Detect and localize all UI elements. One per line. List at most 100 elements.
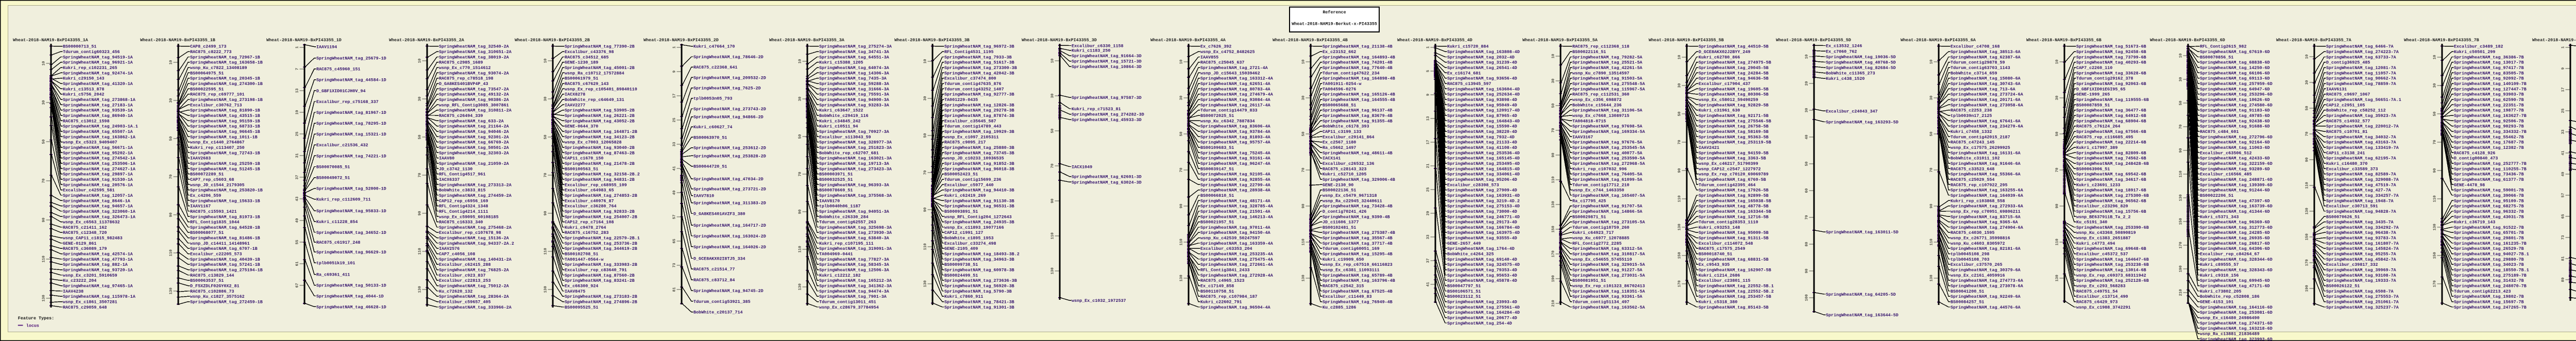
svg-text:wsnp_JD_c14411_14148961: wsnp_JD_c14411_14148961 [190, 241, 250, 246]
svg-text:SpringWheatNAM_tag_82684-5D: SpringWheatNAM_tag_82684-5D [1826, 65, 1896, 71]
svg-text:Excalibur_c17904_437: Excalibur_c17904_437 [1699, 81, 1751, 87]
svg-text:SpringWheatNAM_tag_67619-6D: SpringWheatNAM_tag_67619-6D [2200, 49, 2270, 55]
svg-text:SpringWheatNAM_tag_161235-7B: SpringWheatNAM_tag_161235-7B [2454, 241, 2527, 246]
svg-text:50: 50 [1805, 161, 1809, 166]
svg-text:SpringWheatNAM_tag_96393-3A: SpringWheatNAM_tag_96393-3A [819, 182, 890, 187]
svg-text:55: 55 [296, 240, 300, 244]
svg-text:SpringWheatNAM_tag_328344-6D: SpringWheatNAM_tag_328344-6D [2200, 257, 2273, 262]
svg-text:SpringWheatNAM_tag_334061-4D: SpringWheatNAM_tag_334061-4D [1447, 172, 1520, 177]
svg-text:30: 30 [1302, 95, 1306, 100]
svg-text:110: 110 [418, 248, 422, 255]
svg-text:RFL_Contig2772_2285: RFL_Contig2772_2285 [1572, 241, 1622, 246]
svg-text:43: 43 [296, 196, 300, 201]
svg-text:SpringWheatNAM_tag_94051-3A: SpringWheatNAM_tag_94051-3A [819, 209, 890, 214]
svg-text:SpringWheatNAM_tag_94027-7B.1: SpringWheatNAM_tag_94027-7B.1 [2454, 252, 2529, 257]
svg-text:SpringWheatNAM_tag_93898-4D: SpringWheatNAM_tag_93898-4D [1447, 97, 1517, 103]
svg-text:SpringWheatNAM_tag_83241-2B: SpringWheatNAM_tag_83241-2B [565, 278, 635, 283]
svg-text:Kukri_c52710_1205: Kukri_c52710_1205 [1323, 172, 1366, 177]
svg-text:Excalibur_rep_c68955_109: Excalibur_rep_c68955_109 [565, 182, 627, 187]
svg-text:Kukri_c36719_143: Kukri_c36719_143 [2454, 220, 2495, 225]
svg-text:SpringWheatNAM_tag_59288-3A: SpringWheatNAM_tag_59288-3A [819, 81, 890, 87]
svg-text:wsnp_Ku_c7822_13408189: wsnp_Ku_c7822_13408189 [190, 65, 247, 71]
svg-text:Kukri_c17997_389: Kukri_c17997_389 [2076, 145, 2117, 150]
svg-text:wsnp_Ex_rep_c69373_68311942: wsnp_Ex_rep_c69373_68311942 [2076, 273, 2146, 278]
svg-text:Excalibur_c5977_440: Excalibur_c5977_440 [944, 182, 994, 187]
svg-text:IAAV1194: IAAV1194 [316, 45, 337, 50]
svg-text:IACX1049: IACX1049 [1072, 164, 1092, 169]
svg-text:Excalibur_c59657_405: Excalibur_c59657_405 [439, 300, 491, 305]
svg-text:wsnp_Ex_c28679_37784954: wsnp_Ex_c28679_37784954 [819, 305, 879, 310]
svg-text:IAAV8170: IAAV8170 [819, 198, 840, 203]
svg-text:tplb0039n17_2125: tplb0039n17_2125 [1951, 113, 1992, 118]
svg-text:Kukri_rep_c113407_250: Kukri_rep_c113407_250 [190, 145, 245, 150]
svg-text:wsnp_JD_c10233_10936535: wsnp_JD_c10233_10936535 [944, 156, 1004, 161]
svg-text:Kukri_c5318_380: Kukri_c5318_380 [1699, 300, 1737, 305]
svg-text:BS00022136_51: BS00022136_51 [1323, 188, 1356, 193]
svg-text:BS00095525_51: BS00095525_51 [565, 305, 598, 310]
svg-text:SpringWheatNAM_tag_163627-7B: SpringWheatNAM_tag_163627-7B [2454, 113, 2527, 118]
svg-text:SpringWheatNAM_tag_42433-6D: SpringWheatNAM_tag_42433-6D [2200, 156, 2270, 161]
svg-text:SpringWheatNAM_tag_7933-3B: SpringWheatNAM_tag_7933-3B [944, 55, 1012, 60]
svg-text:BS00029871_51: BS00029871_51 [1572, 214, 1606, 219]
svg-text:CAP7_c2260_110: CAP7_c2260_110 [2076, 65, 2112, 71]
svg-text:67: 67 [296, 283, 300, 288]
svg-text:SpringWheatNAM_tag_25880-3B: SpringWheatNAM_tag_25880-3B [944, 145, 1014, 150]
svg-text:81: 81 [673, 287, 677, 292]
svg-text:73: 73 [2562, 235, 2566, 240]
svg-text:1: 1 [296, 46, 300, 48]
svg-text:Tdurum_contig29878_59: Tdurum_contig29878_59 [1951, 60, 2005, 65]
svg-text:SpringWheatNAM_tag_93074-2A: SpringWheatNAM_tag_93074-2A [439, 71, 510, 76]
svg-text:BS00032525_51: BS00032525_51 [819, 177, 853, 182]
svg-text:10: 10 [2179, 53, 2183, 58]
svg-text:SpringWheatNAM_tag_164871-2B: SpringWheatNAM_tag_164871-2B [565, 129, 637, 134]
svg-text:CAP12_rep_c6956_169: CAP12_rep_c6956_169 [439, 198, 488, 203]
svg-text:wsnp_Ex_c54655_57455110: wsnp_Ex_c54655_57455110 [1572, 257, 1632, 262]
svg-text:wsnp_Ex_c2161_4059916: wsnp_Ex_c2161_4059916 [1951, 273, 2005, 278]
svg-text:9: 9 [2562, 67, 2566, 70]
svg-text:110: 110 [924, 243, 928, 250]
svg-text:SpringWheatNAM_tag_273105-5A: SpringWheatNAM_tag_273105-5A [1572, 220, 1646, 225]
svg-text:SpringWheatNAM_tag_8646-1A: SpringWheatNAM_tag_8646-1A [63, 198, 131, 203]
svg-text:30: 30 [42, 100, 46, 105]
svg-text:SpringWheatNAM_tag_34652-1D: SpringWheatNAM_tag_34652-1D [316, 230, 386, 235]
svg-text:130: 130 [1051, 267, 1055, 275]
svg-text:Tdurum_contig53921_385: Tdurum_contig53921_385 [693, 299, 751, 304]
svg-text:110: 110 [170, 249, 174, 257]
svg-text:SpringWheatNAM_tag_90293-7B: SpringWheatNAM_tag_90293-7B [2454, 124, 2524, 129]
svg-text:RAC875_c9095_217: RAC875_c9095_217 [944, 140, 986, 145]
svg-text:TA001447-0564-w: TA001447-0564-w [565, 257, 603, 262]
svg-text:wsnp_Ex_c6381_11093111: wsnp_Ex_c6381_11093111 [1323, 268, 1380, 273]
svg-text:SpringWheatNAM_tag_96531-3B: SpringWheatNAM_tag_96531-3B [944, 204, 1014, 209]
svg-text:170: 170 [2179, 242, 2183, 249]
svg-text:Kukri_c5371_343: Kukri_c5371_343 [2200, 214, 2239, 219]
svg-text:30: 30 [2056, 95, 2060, 100]
svg-text:SpringWheatNAM_tag_63312-5A: SpringWheatNAM_tag_63312-5A [1572, 246, 1643, 251]
svg-text:RAC875_c8222_773: RAC875_c8222_773 [190, 49, 231, 55]
svg-text:RAC875_rep_c116685_495: RAC875_rep_c116685_495 [2076, 134, 2133, 140]
svg-text:SpringWheatNAM_tag_274282-3D: SpringWheatNAM_tag_274282-3D [1072, 112, 1144, 117]
svg-text:CAP8_c2499_173: CAP8_c2499_173 [190, 44, 226, 49]
svg-text:SpringWheatNAM_tag_20576-1A: SpringWheatNAM_tag_20576-1A [63, 182, 133, 187]
svg-text:SpringWheatNAM_tag_163931-4D: SpringWheatNAM_tag_163931-4D [1447, 193, 1520, 198]
svg-text:SpringWheatNAM_tag_62195-7A: SpringWheatNAM_tag_62195-7A [2326, 156, 2397, 161]
svg-text:SpringWheatNAM_tag_11063-6D: SpringWheatNAM_tag_11063-6D [2200, 145, 2270, 150]
svg-text:37: 37 [296, 175, 300, 180]
svg-text:SpringWheatNAM_tag_163862-1A: SpringWheatNAM_tag_163862-1A [63, 134, 136, 140]
svg-text:SpringWheatNAM_tag_95653-4D: SpringWheatNAM_tag_95653-4D [1447, 273, 1517, 278]
svg-text:RAC875_c10701_81: RAC875_c10701_81 [2326, 129, 2367, 134]
svg-text:SpringWheatNAM_tag_93283-3A: SpringWheatNAM_tag_93283-3A [819, 103, 890, 108]
svg-text:SpringWheatNAM_tag_25259-1B: SpringWheatNAM_tag_25259-1B [190, 161, 260, 166]
svg-text:SpringWheatNAM_tag_76405-5A: SpringWheatNAM_tag_76405-5A [1572, 172, 1643, 177]
svg-text:30: 30 [544, 96, 548, 101]
svg-text:SpringWheatNAM_tag_97587-3D: SpringWheatNAM_tag_97587-3D [1072, 95, 1142, 100]
svg-text:10: 10 [2433, 55, 2437, 59]
svg-text:SpringWheatNAM_tag_97676-5A: SpringWheatNAM_tag_97676-5A [1572, 140, 1643, 145]
svg-text:SpringWheatNAM_tag_93656-4D: SpringWheatNAM_tag_93656-4D [1447, 76, 1517, 81]
svg-text:SpringWheatNAM_tag_64947-6D: SpringWheatNAM_tag_64947-6D [2200, 87, 2270, 92]
svg-text:SpringWheatNAM_tag_81486-1B: SpringWheatNAM_tag_81486-1B [190, 236, 260, 241]
svg-text:SpringWheatNAM_tag_12716-5B: SpringWheatNAM_tag_12716-5B [1699, 214, 1769, 219]
svg-text:30: 30 [2179, 77, 2183, 81]
svg-text:SpringWheatNAM_tag_26541-4D: SpringWheatNAM_tag_26541-4D [1447, 65, 1517, 71]
svg-text:SpringWheatNAM_tag_272661-4A: SpringWheatNAM_tag_272661-4A [1200, 262, 1274, 267]
svg-text:Kukri_c1214_2686: Kukri_c1214_2686 [1699, 273, 1740, 278]
